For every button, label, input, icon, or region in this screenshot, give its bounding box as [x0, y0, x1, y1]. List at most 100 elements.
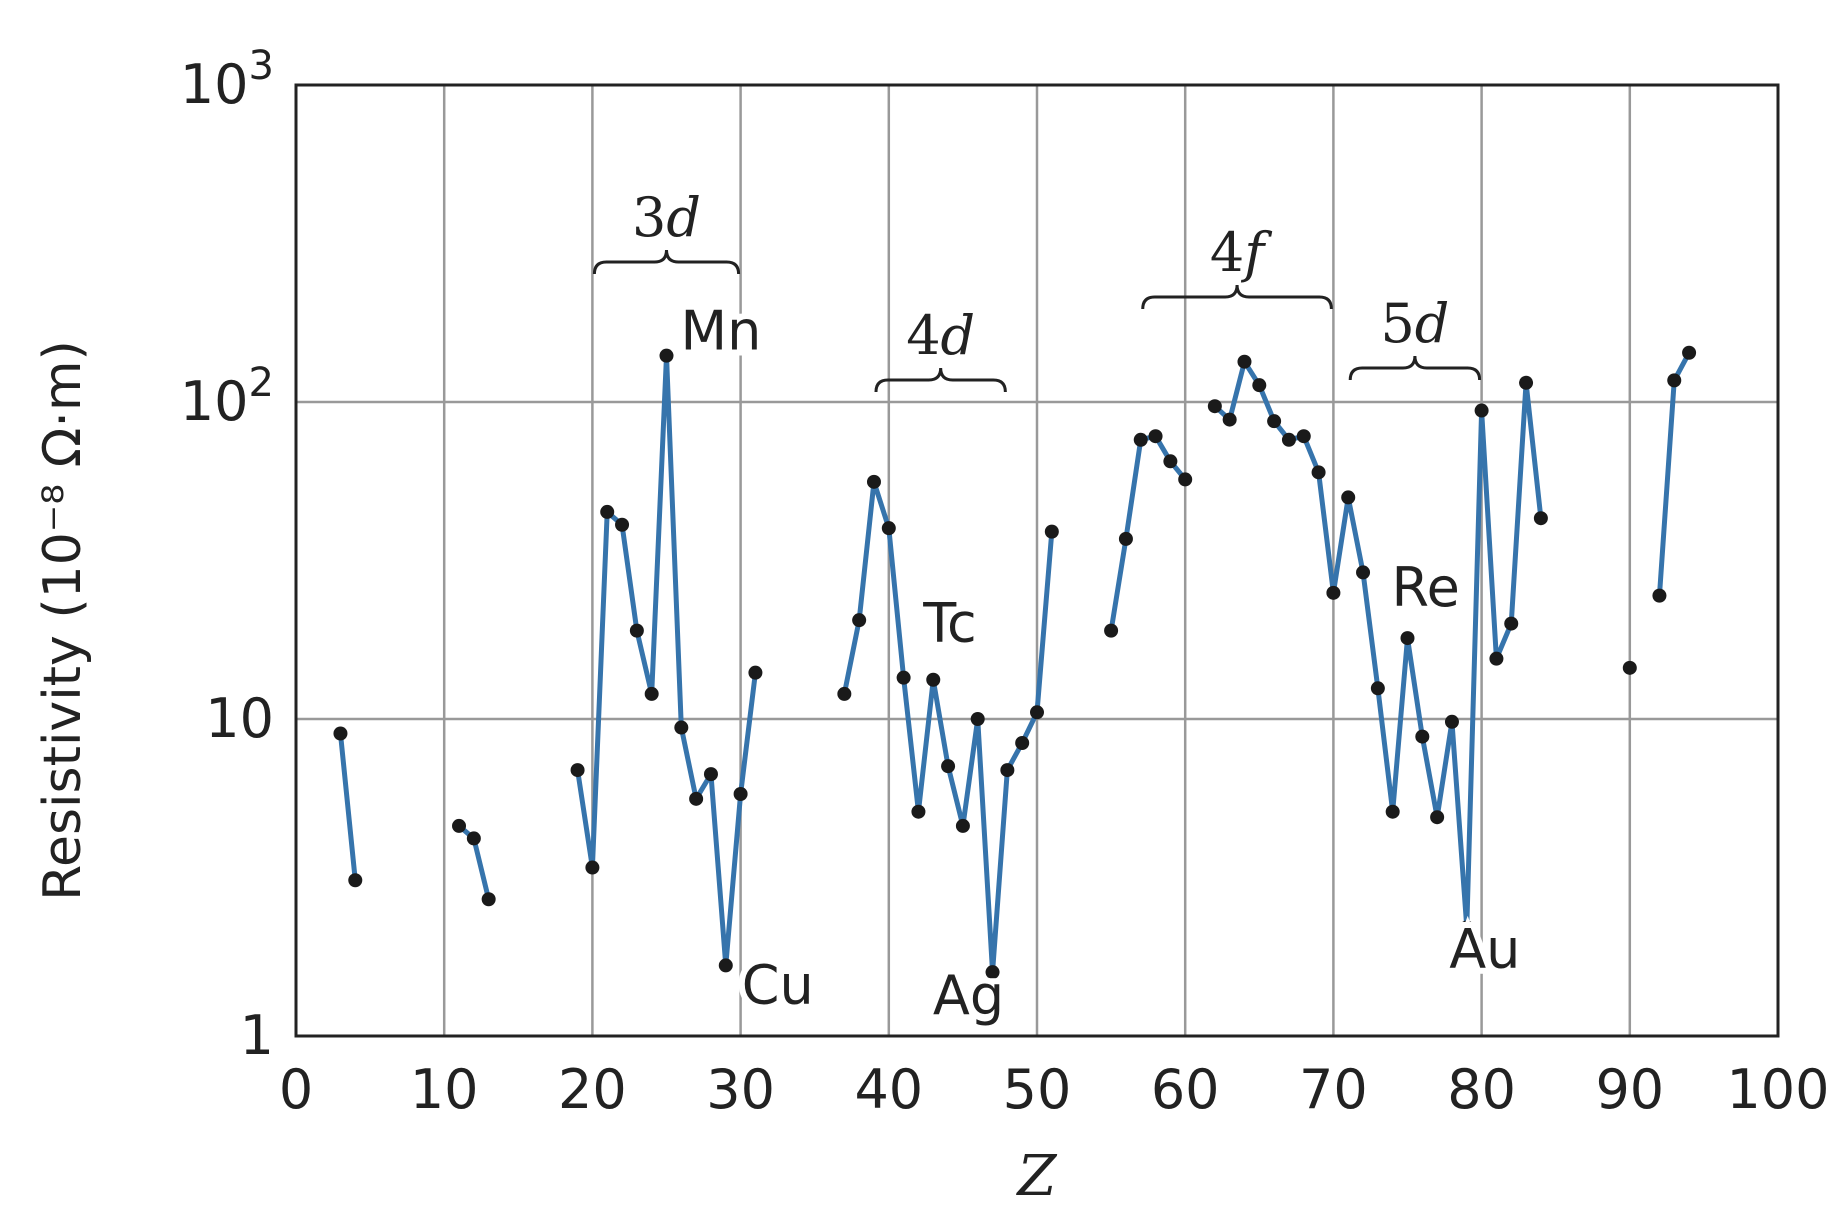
- element-label-cu: Cu: [742, 953, 814, 1016]
- data-point: [985, 965, 1000, 980]
- series: [337, 350, 1692, 975]
- element-label-ag: Ag: [933, 964, 1004, 1027]
- data-point: [1281, 432, 1296, 447]
- x-tick-labels: 0 10 20 30 40 50 60 70 80 90 100: [279, 1058, 1830, 1121]
- data-point: [674, 720, 689, 735]
- data-point: [1504, 616, 1519, 631]
- data-point: [748, 665, 763, 680]
- data-point: [644, 686, 659, 701]
- series-line-segment: [841, 479, 1055, 975]
- x-tick-label: 100: [1726, 1058, 1829, 1121]
- data-point: [348, 873, 363, 888]
- data-point: [1385, 804, 1400, 819]
- series-line-segment: [337, 731, 358, 883]
- plot-frame: [294, 83, 1780, 1038]
- data-point: [1000, 763, 1015, 778]
- data-point: [1370, 681, 1385, 696]
- y-tick-label: 10: [205, 687, 274, 750]
- data-point: [585, 860, 600, 875]
- data-point: [570, 763, 585, 778]
- data-point: [1296, 429, 1311, 444]
- data-point: [1118, 531, 1133, 546]
- data-point: [852, 613, 867, 628]
- data-point: [1267, 414, 1282, 429]
- y-tick-label: 102: [180, 360, 274, 433]
- shell-label-4f: 4f: [1210, 221, 1272, 284]
- data-point: [955, 818, 970, 833]
- data-point: [1207, 399, 1222, 414]
- data-point: [1430, 810, 1445, 825]
- data-point: [1622, 660, 1637, 675]
- data-point: [1311, 465, 1326, 480]
- series-line-segment: [1212, 359, 1544, 930]
- data-point: [1104, 623, 1119, 638]
- shell-brace-3d: [592, 249, 741, 275]
- data-point: [1474, 403, 1489, 418]
- data-point: [1237, 354, 1252, 369]
- data-point: [1044, 524, 1059, 539]
- data-point: [452, 818, 467, 833]
- x-tick-label: 80: [1447, 1058, 1516, 1121]
- data-point: [896, 670, 911, 685]
- element-label-re: Re: [1392, 556, 1460, 619]
- x-tick-label: 60: [1151, 1058, 1220, 1121]
- data-markers: [333, 345, 1697, 980]
- data-point: [1459, 920, 1474, 935]
- data-point: [926, 672, 941, 687]
- data-point: [1489, 651, 1504, 666]
- data-point: [1222, 412, 1237, 427]
- data-point: [1163, 454, 1178, 469]
- shell-brace-5d: [1348, 355, 1482, 381]
- data-point: [1667, 373, 1682, 388]
- data-point: [466, 831, 481, 846]
- y-tick-label: 103: [180, 43, 274, 116]
- data-point: [970, 712, 985, 726]
- x-tick-label: 70: [1299, 1058, 1368, 1121]
- element-label-tc: Tc: [922, 592, 977, 655]
- data-point: [659, 348, 674, 363]
- data-point: [615, 517, 630, 532]
- data-point: [941, 759, 956, 774]
- data-point: [1533, 511, 1548, 526]
- data-point: [1519, 375, 1534, 390]
- shell-label-5d: 5d: [1380, 292, 1449, 355]
- x-axis-label: Z: [1016, 1144, 1058, 1209]
- shell-label-3d: 3d: [632, 186, 701, 249]
- data-point: [1015, 736, 1030, 751]
- shell-braces: 3d 4d 4f 5d: [592, 186, 1482, 393]
- x-tick-label: 10: [410, 1058, 479, 1121]
- data-point: [1444, 714, 1459, 729]
- data-point: [1415, 729, 1430, 744]
- data-point: [866, 474, 881, 489]
- data-point: [718, 958, 733, 973]
- y-tick-label: 1: [240, 1004, 274, 1067]
- x-tick-label: 30: [706, 1058, 775, 1121]
- data-point: [1252, 378, 1267, 393]
- x-tick-label: 50: [1003, 1058, 1072, 1121]
- data-point: [881, 521, 896, 536]
- data-point: [1682, 345, 1697, 360]
- data-point: [481, 892, 496, 907]
- data-point: [1148, 429, 1163, 444]
- data-point: [837, 686, 852, 701]
- series-line-segment: [1656, 350, 1692, 599]
- data-point: [911, 804, 926, 819]
- data-point: [1652, 588, 1667, 603]
- data-point: [1030, 705, 1044, 720]
- data-point: [1178, 472, 1193, 487]
- grid: [296, 85, 1778, 1036]
- data-point: [703, 767, 718, 782]
- data-point: [629, 623, 644, 638]
- x-tick-label: 90: [1595, 1058, 1664, 1121]
- data-point: [689, 791, 704, 806]
- data-point: [333, 726, 348, 741]
- series-line-segment: [575, 353, 758, 968]
- element-label-au: Au: [1449, 917, 1520, 980]
- shell-brace-4d: [874, 367, 1007, 393]
- element-label-mn: Mn: [681, 300, 762, 363]
- data-point: [1400, 631, 1415, 646]
- x-tick-label: 20: [558, 1058, 627, 1121]
- y-tick-labels: 1 10 102 103: [180, 43, 274, 1067]
- x-tick-label: 0: [279, 1058, 313, 1121]
